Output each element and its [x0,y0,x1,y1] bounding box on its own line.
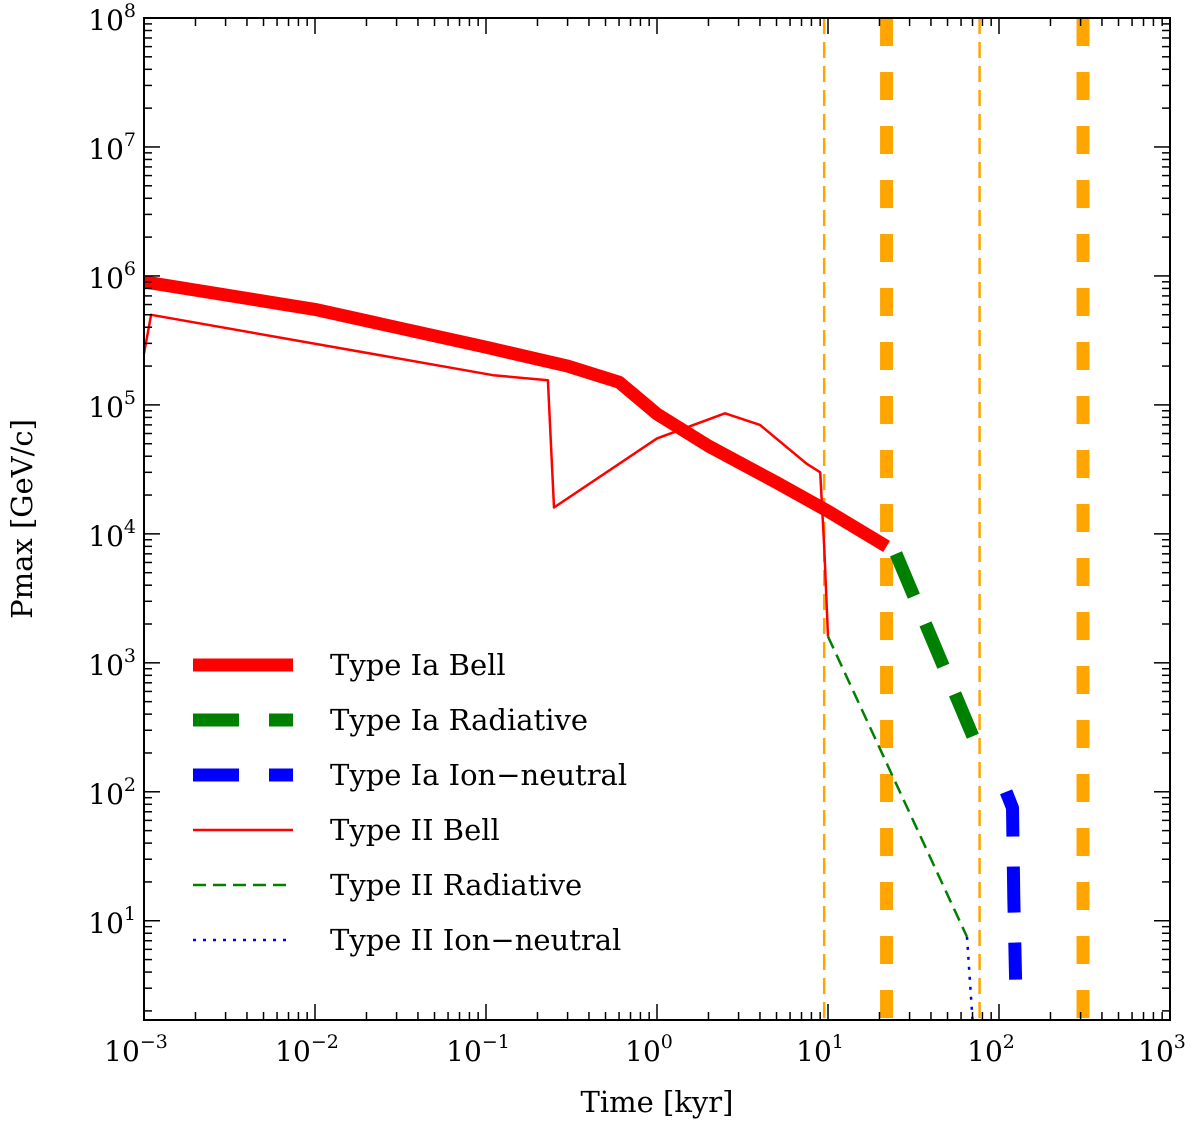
x-tick-label: 10−3 [104,1031,168,1068]
y-tick-label: 108 [88,0,136,37]
series-lines [142,275,1023,1021]
x-axis-title: Time [kyr] [581,1085,734,1119]
series-line-5 [965,936,974,1021]
y-tick-label: 101 [88,903,136,940]
legend: Type Ia Bell Type Ia Radiative Type Ia Ion… [193,648,627,957]
y-tick-label: 104 [88,516,136,553]
series-line-2 [1000,789,1023,980]
axis-ticks [143,17,1171,1020]
series-line-0 [142,275,890,552]
legend-label-4: Type II Radiative [330,868,582,902]
legend-label-2: Type Ia Ion−neutral [330,758,627,792]
y-axis-title: Pmax [GeV/c] [5,419,39,619]
legend-label-1: Type Ia Radiative [330,703,588,737]
y-tick-label: 103 [88,645,136,682]
series-line-4 [826,635,969,938]
reference-lines [822,18,1090,1020]
y-tick-label: 107 [88,129,136,166]
legend-label-3: Type II Bell [330,813,500,847]
x-tick-label: 101 [796,1031,844,1068]
y-tick-label: 105 [88,387,136,424]
legend-label-5: Type II Ion−neutral [330,923,621,957]
x-tick-label: 10−1 [446,1031,510,1068]
x-tick-label: 103 [1138,1031,1186,1068]
tick-labels: 10−3 10−2 10−1 100 101 102 103 101 102 103 104 105 1… [88,0,1186,1068]
series-line-1 [890,551,989,762]
legend-label-0: Type Ia Bell [330,648,506,682]
x-tick-label: 102 [967,1031,1015,1068]
y-tick-label: 102 [88,774,136,811]
x-tick-label: 100 [625,1031,673,1068]
y-tick-label: 106 [88,258,136,295]
series-line-3 [142,313,830,637]
x-tick-label: 10−2 [275,1031,339,1068]
